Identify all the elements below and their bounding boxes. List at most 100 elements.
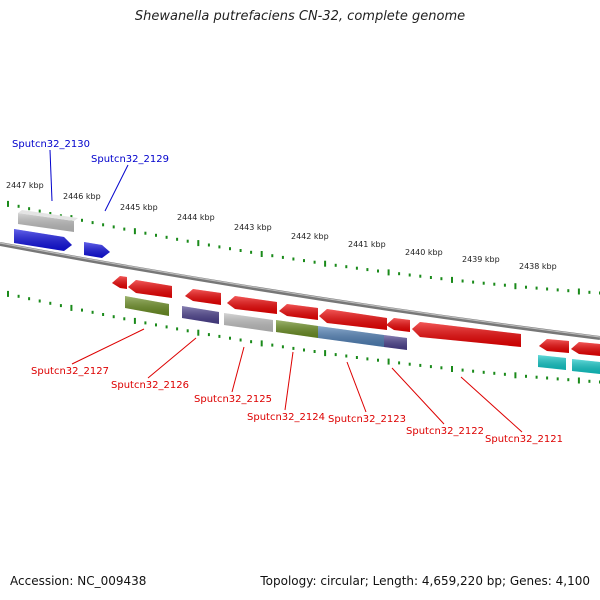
gene-cyan-a[interactable] xyxy=(538,355,566,370)
minor-tick xyxy=(461,368,464,372)
gene-sputcn32-2124[interactable] xyxy=(276,320,318,338)
minor-tick xyxy=(17,294,20,298)
minor-tick xyxy=(218,245,221,249)
minor-tick xyxy=(303,259,305,263)
genome-backbone xyxy=(0,242,600,340)
minor-tick xyxy=(588,379,591,383)
gene-red-f[interactable] xyxy=(319,309,387,330)
minor-tick xyxy=(17,204,20,208)
gene-label-sputcn32-2127[interactable]: Sputcn32_2127 xyxy=(31,366,109,377)
major-tick xyxy=(451,366,453,372)
minor-tick xyxy=(493,371,496,375)
gene-sputcn32-2130[interactable] xyxy=(18,210,78,232)
minor-tick xyxy=(38,299,41,303)
minor-tick xyxy=(472,280,475,284)
minor-tick xyxy=(440,277,443,281)
minor-tick xyxy=(112,225,115,229)
gene-sputcn32-2123[interactable] xyxy=(318,326,384,347)
gene-purple-small[interactable] xyxy=(384,335,407,350)
major-tick xyxy=(133,317,136,324)
minor-tick xyxy=(334,263,337,267)
minor-tick xyxy=(588,290,591,294)
gene-red-c[interactable] xyxy=(185,289,221,305)
minor-tick xyxy=(482,370,485,374)
minor-tick xyxy=(81,218,83,222)
minor-tick xyxy=(313,260,316,264)
gene-red-b[interactable] xyxy=(128,280,172,298)
gene-label-sputcn32-2122[interactable]: Sputcn32_2122 xyxy=(406,426,484,437)
map-title: Shewanella putrefaciens CN-32, complete … xyxy=(134,9,466,24)
minor-tick xyxy=(345,265,348,269)
gene-label-sputcn32-2125[interactable]: Sputcn32_2125 xyxy=(194,394,272,405)
minor-tick xyxy=(38,209,41,213)
major-tick xyxy=(324,260,327,267)
gene-sputcn32-2126[interactable] xyxy=(182,306,219,324)
gene-label-sputcn32-2130[interactable]: Sputcn32_2130 xyxy=(12,139,90,150)
major-tick xyxy=(7,290,9,297)
minor-tick xyxy=(493,282,496,286)
major-tick xyxy=(387,358,390,365)
minor-tick xyxy=(123,317,126,321)
minor-tick xyxy=(123,227,126,231)
minor-tick xyxy=(355,266,358,270)
gene-sputcn32-2127[interactable] xyxy=(125,296,169,316)
minor-tick xyxy=(102,313,105,316)
minor-tick xyxy=(239,338,242,342)
gene-red-small-a[interactable] xyxy=(112,276,127,289)
minor-tick xyxy=(303,348,305,352)
minor-tick xyxy=(229,336,231,340)
genome-stats-text: Topology: circular; Length: 4,659,220 bp… xyxy=(260,574,590,588)
minor-tick xyxy=(429,276,432,279)
gene-red-i[interactable] xyxy=(539,339,569,353)
kbp-label: 2446 kbp xyxy=(63,192,101,201)
kbp-label: 2440 kbp xyxy=(405,248,443,257)
minor-tick xyxy=(91,221,94,225)
gene-red-e[interactable] xyxy=(279,304,318,320)
kbp-label: 2444 kbp xyxy=(177,213,215,222)
minor-tick xyxy=(186,329,189,333)
major-tick xyxy=(577,377,580,384)
minor-tick xyxy=(556,377,559,381)
minor-tick xyxy=(271,254,274,258)
gene-label-sputcn32-2129[interactable]: Sputcn32_2129 xyxy=(91,154,169,165)
gene-sputcn32-2129-b[interactable] xyxy=(84,242,110,258)
minor-tick xyxy=(207,243,210,247)
kbp-label: 2438 kbp xyxy=(519,262,557,271)
minor-tick xyxy=(408,362,411,366)
minor-tick xyxy=(345,354,348,358)
gene-label-sputcn32-2123[interactable]: Sputcn32_2123 xyxy=(328,414,406,425)
minor-tick xyxy=(535,286,538,290)
kbp-label: 2442 kbp xyxy=(291,232,329,241)
major-tick xyxy=(387,269,390,276)
genome-backbone-highlight xyxy=(0,242,600,338)
minor-tick xyxy=(419,363,422,367)
minor-tick xyxy=(546,287,549,291)
minor-tick xyxy=(165,325,168,329)
gene-red-h[interactable] xyxy=(412,322,521,347)
leader-line xyxy=(346,361,367,413)
minor-tick xyxy=(239,249,242,252)
leader-line xyxy=(391,367,445,425)
gene-label-sputcn32-2121[interactable]: Sputcn32_2121 xyxy=(485,434,563,445)
minor-tick xyxy=(567,289,570,293)
gene-red-g[interactable] xyxy=(386,318,410,332)
leader-line xyxy=(147,337,197,379)
minor-tick xyxy=(229,247,231,251)
gene-sputcn32-2125[interactable] xyxy=(224,313,273,332)
gene-red-j[interactable] xyxy=(571,342,600,356)
gene-sputcn32-2129-a[interactable] xyxy=(14,229,72,251)
minor-tick xyxy=(28,297,31,301)
kbp-label: 2447 kbp xyxy=(6,181,44,190)
gene-label-sputcn32-2126[interactable]: Sputcn32_2126 xyxy=(111,380,189,391)
major-tick xyxy=(514,372,517,379)
minor-tick xyxy=(102,223,105,227)
gene-cyan-b[interactable] xyxy=(572,359,600,374)
minor-tick xyxy=(461,279,464,283)
minor-tick xyxy=(398,272,401,276)
minor-tick xyxy=(155,323,157,327)
gene-red-d[interactable] xyxy=(227,296,277,314)
minor-tick xyxy=(313,350,316,353)
gene-label-sputcn32-2124[interactable]: Sputcn32_2124 xyxy=(247,412,325,423)
leader-line xyxy=(284,351,294,411)
